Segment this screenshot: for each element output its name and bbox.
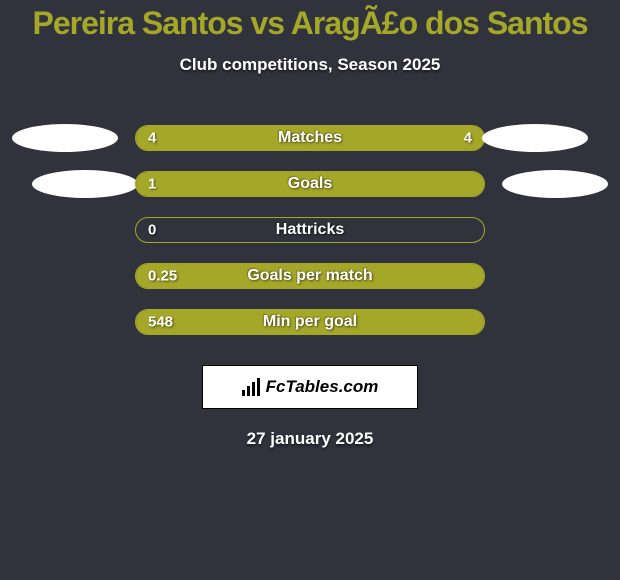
stat-bar: Goals per match 0.25 <box>135 263 485 289</box>
left-ellipse <box>32 170 138 198</box>
right-ellipse <box>482 124 588 152</box>
stat-left-value: 0.25 <box>148 268 177 285</box>
stat-right-value: 4 <box>464 130 472 147</box>
stat-bar: Min per goal 548 <box>135 309 485 335</box>
stat-bar: Matches 4 4 <box>135 125 485 151</box>
logo-text: FcTables.com <box>266 377 379 397</box>
stat-label: Goals per match <box>247 267 372 285</box>
stat-row: Hattricks 0 <box>0 207 620 253</box>
right-ellipse <box>502 170 608 198</box>
stat-row: Min per goal 548 <box>0 299 620 345</box>
date-line: 27 january 2025 <box>0 429 620 449</box>
page-title: Pereira Santos vs AragÃ£o dos Santos <box>0 0 620 41</box>
stat-row: Goals per match 0.25 <box>0 253 620 299</box>
stat-left-value: 0 <box>148 222 156 239</box>
stat-label: Matches <box>278 129 342 147</box>
stat-left-value: 1 <box>148 176 156 193</box>
stat-label: Goals <box>288 175 332 193</box>
stat-bar: Goals 1 <box>135 171 485 197</box>
stat-row: Matches 4 4 <box>0 115 620 161</box>
barchart-icon <box>242 378 260 396</box>
stats-rows: Matches 4 4 Goals 1 Hattricks 0 Goals per match… <box>0 115 620 345</box>
left-ellipse <box>12 124 118 152</box>
logo-box: FcTables.com <box>202 365 418 409</box>
stat-left-value: 548 <box>148 314 173 331</box>
stat-row: Goals 1 <box>0 161 620 207</box>
stat-label: Hattricks <box>276 221 344 239</box>
stat-bar: Hattricks 0 <box>135 217 485 243</box>
stat-left-value: 4 <box>148 130 156 147</box>
subtitle: Club competitions, Season 2025 <box>0 55 620 75</box>
stat-label: Min per goal <box>263 313 357 331</box>
